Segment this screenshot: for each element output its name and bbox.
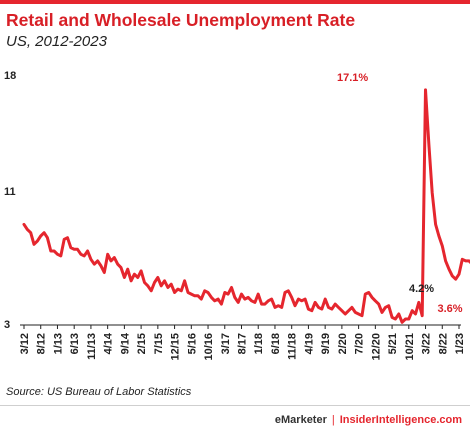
- x-tick-label: 5/21: [387, 333, 399, 354]
- annotation-mar22: 4.2%: [409, 283, 434, 295]
- x-tick-label: 10/16: [203, 333, 215, 361]
- footer-separator: |: [331, 414, 335, 426]
- x-tick-label: 11/18: [287, 333, 299, 360]
- x-tick-label: 10/21: [404, 333, 416, 361]
- x-tick-label: 1/23: [454, 333, 466, 354]
- x-tick-label: 2/20: [337, 333, 349, 354]
- source-note: Source: US Bureau of Labor Statistics: [6, 386, 192, 398]
- x-tick-label: 1/13: [52, 333, 64, 354]
- x-tick-label: 4/19: [303, 333, 315, 354]
- annotation-peak: 17.1%: [337, 72, 368, 84]
- x-tick-label: 11/13: [86, 333, 98, 360]
- x-tick-label: 8/17: [237, 333, 249, 354]
- series-line: [22, 88, 470, 324]
- y-tick-label: 11: [4, 186, 16, 198]
- x-tick-label: 7/20: [354, 333, 366, 354]
- x-tick-label: 9/14: [119, 332, 131, 354]
- x-tick-label: 8/12: [36, 333, 48, 354]
- x-tick-label: 2/15: [136, 333, 148, 354]
- x-tick-label: 3/22: [421, 333, 433, 354]
- x-tick-label: 4/14: [103, 332, 115, 354]
- x-tick-label: 12/20: [370, 333, 382, 361]
- y-tick-label: 3: [4, 319, 10, 331]
- x-tick-label: 6/13: [69, 333, 81, 354]
- x-tick-label: 12/15: [170, 333, 182, 361]
- x-tick-label: 3/12: [19, 333, 31, 354]
- x-tick-label: 7/15: [153, 333, 165, 354]
- x-tick-label: 1/18: [253, 333, 265, 354]
- line-chart: 3 11 18 3/12 8/12 1/13 6/13 11/13 4/14 9/14 2/1…: [4, 70, 470, 361]
- footer: eMarketer | InsiderIntelligence.com: [275, 414, 462, 426]
- x-tick-label: 8/22: [437, 333, 449, 354]
- x-tick-label: 9/19: [320, 333, 332, 354]
- x-tick-label: 6/18: [270, 333, 282, 354]
- footer-divider: [0, 405, 470, 406]
- x-tick-label: 5/16: [186, 333, 198, 354]
- chart-subtitle: US, 2012-2023: [6, 33, 107, 50]
- x-tick-label: 3/17: [220, 333, 232, 354]
- annotation-latest: 3.6%: [437, 303, 462, 315]
- y-tick-label: 18: [4, 70, 16, 82]
- chart-title: Retail and Wholesale Unemployment Rate: [6, 10, 356, 30]
- brand-name: eMarketer: [274, 414, 327, 426]
- top-rule: [0, 0, 470, 4]
- site-link[interactable]: InsiderIntelligence.com: [339, 414, 462, 426]
